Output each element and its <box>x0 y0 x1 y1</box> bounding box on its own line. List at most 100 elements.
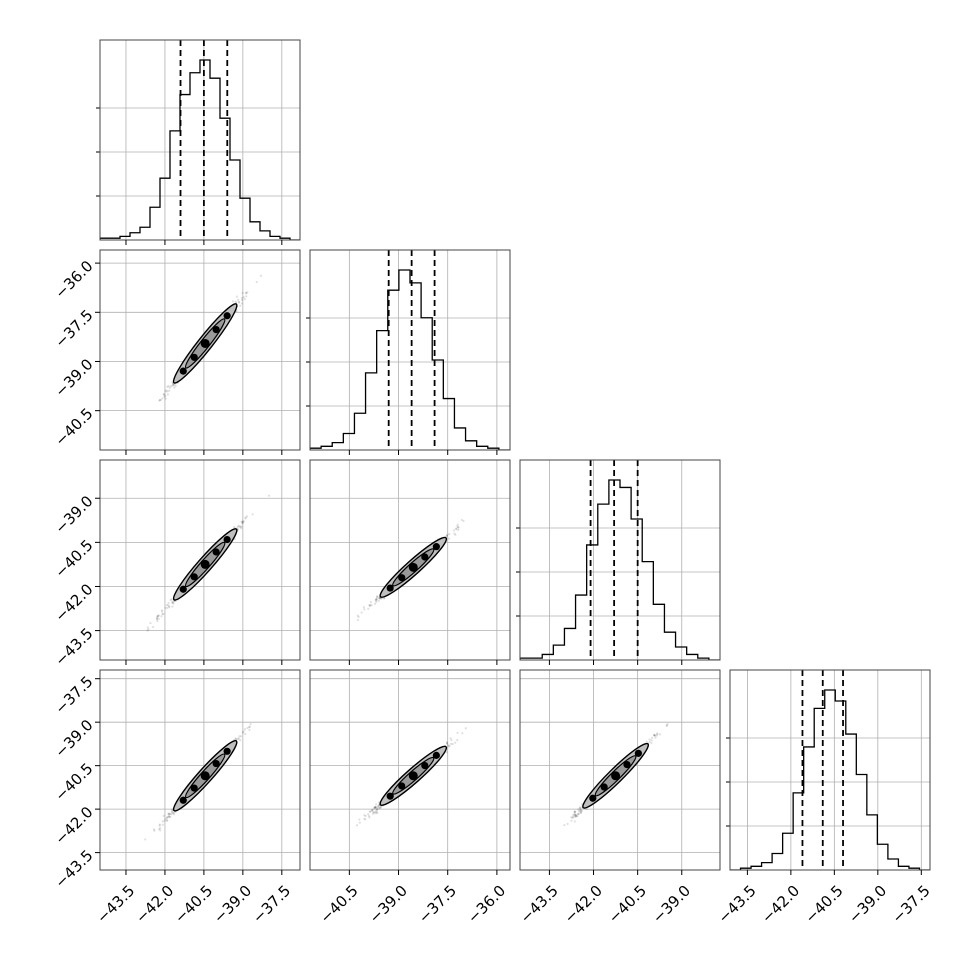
scatter-point-2-0-342 <box>160 609 163 612</box>
scatter-point-3-1-227 <box>464 727 467 730</box>
density-peak-3-0-3 <box>212 759 220 768</box>
scatter-point-1-0-13 <box>161 397 164 400</box>
scatter-point-3-1-147 <box>373 807 376 810</box>
scatter-point-2-0-161 <box>241 522 244 525</box>
scatter-point-3-0-166 <box>158 823 162 826</box>
scatter-point-2-1-184 <box>356 614 359 617</box>
scatter-point-3-1-22 <box>376 811 379 815</box>
y-tick-label-1-3: −36.0 <box>51 257 96 302</box>
scatter-point-2-0-142 <box>172 602 175 605</box>
scatter-point-3-0-372 <box>171 808 174 811</box>
scatter-point-3-2-219 <box>576 815 579 818</box>
scatter-point-3-1-167 <box>368 810 371 813</box>
scatter-point-2-1-348 <box>383 597 386 600</box>
panel-frame-3-2 <box>519 669 721 871</box>
scatter-point-3-0-391 <box>236 737 240 740</box>
scatter-point-2-0-209 <box>239 525 242 528</box>
scatter-point-3-1-41 <box>369 810 372 813</box>
scatter-point-2-0-348 <box>165 603 169 607</box>
scatter-point-3-0-5 <box>169 815 172 818</box>
scatter-point-3-2-146 <box>653 733 656 736</box>
density-peak-3-2-4 <box>634 749 642 757</box>
scatter-point-3-2-221 <box>652 733 656 737</box>
density-peak-2-0-0 <box>179 585 187 593</box>
scatter-point-2-1-170 <box>453 532 456 535</box>
scatter-point-3-1-174 <box>358 821 361 824</box>
scatter-3-1 <box>355 727 467 827</box>
scatter-point-3-1-354 <box>449 737 452 740</box>
x-tick-label-2-1: −42.0 <box>561 882 606 927</box>
scatter-point-2-1-404 <box>376 595 379 598</box>
scatter-point-2-0-391 <box>164 606 167 609</box>
density-peak-2-1-4 <box>432 543 440 551</box>
density-peak-2-0-1 <box>190 573 198 581</box>
scatter-point-3-1-378 <box>374 806 377 809</box>
scatter-point-2-0-300 <box>171 601 174 604</box>
scatter-point-3-1-315 <box>461 732 464 735</box>
panel-frame-2-1 <box>309 459 511 661</box>
scatter-point-1-0-358 <box>174 384 177 387</box>
x-tick-label-3-4: −37.5 <box>888 882 933 927</box>
scatter-point-3-0-271 <box>165 816 169 819</box>
scatter-point-3-2-192 <box>579 810 582 813</box>
scatter-point-3-0-245 <box>237 737 241 740</box>
panel-frame-2-2 <box>519 459 721 661</box>
scatter-point-3-2-194 <box>572 813 575 817</box>
scatter-point-2-1-338 <box>363 608 366 611</box>
scatter-point-3-2-189 <box>580 809 584 812</box>
scatter-point-3-2-3 <box>655 732 659 735</box>
scatter-point-3-2-199 <box>574 815 577 818</box>
scatter-point-2-0-126 <box>151 625 155 629</box>
panel-1-0: −40.5−39.0−37.5−36.0 <box>51 249 301 455</box>
scatter-point-3-2-39 <box>645 740 648 743</box>
scatter-2-1 <box>356 518 465 622</box>
scatter-point-2-0-175 <box>147 628 150 631</box>
scatter-point-1-0-131 <box>168 386 171 389</box>
density-peak-3-2-2 <box>611 771 621 781</box>
scatter-point-3-0-314 <box>168 815 171 819</box>
scatter-point-3-0-171 <box>242 730 245 733</box>
density-peak-1-0-3 <box>212 325 220 334</box>
scatter-point-3-2-308 <box>573 812 576 815</box>
scatter-point-3-0-262 <box>158 824 161 827</box>
scatter-point-2-1-358 <box>456 523 459 526</box>
scatter-point-2-0-132 <box>156 615 159 618</box>
scatter-point-3-2-42 <box>573 810 576 813</box>
panel-0-0 <box>96 39 301 245</box>
scatter-point-3-2-216 <box>572 815 575 819</box>
scatter-point-3-2-155 <box>658 733 662 736</box>
x-tick-label-0-2: −40.5 <box>171 882 216 927</box>
scatter-point-2-0-227 <box>149 621 152 625</box>
scatter-point-2-1-264 <box>356 618 360 622</box>
x-tick-label-2-2: −40.5 <box>605 882 650 927</box>
panel-3-3: −43.5−42.0−40.5−39.0−37.5 <box>715 669 934 927</box>
scatter-point-3-0-394 <box>239 738 242 742</box>
scatter-point-1-0-171 <box>234 300 237 303</box>
density-peak-3-0-2 <box>200 771 210 781</box>
panel-2-0: −43.5−42.0−40.5−39.0 <box>51 459 301 670</box>
scatter-point-2-1-208 <box>460 518 463 522</box>
scatter-point-2-0-53 <box>168 606 171 609</box>
scatter-point-2-0-31 <box>169 598 172 602</box>
scatter-point-2-0-230 <box>146 626 149 629</box>
scatter-point-1-0-328 <box>243 298 246 301</box>
scatter-point-3-2-289 <box>656 733 659 736</box>
scatter-point-2-1-283 <box>445 534 448 537</box>
density-peak-1-0-0 <box>179 367 187 375</box>
scatter-point-3-0-335 <box>248 728 251 732</box>
scatter-point-2-1-44 <box>369 604 372 607</box>
scatter-point-3-2-383 <box>577 812 580 815</box>
scatter-point-1-0-346 <box>164 390 167 393</box>
scatter-point-3-2-284 <box>570 816 573 819</box>
scatter-point-3-0-293 <box>164 817 167 821</box>
scatter-point-3-1-78 <box>363 814 366 817</box>
scatter-point-3-0-378 <box>163 819 166 822</box>
scatter-point-2-1-40 <box>455 528 458 531</box>
scatter-point-1-0-55 <box>245 295 248 298</box>
scatter-point-3-0-162 <box>162 814 165 817</box>
scatter-point-2-1-276 <box>362 606 365 609</box>
scatter-point-3-1-337 <box>378 807 381 810</box>
scatter-point-3-1-308 <box>363 817 366 820</box>
scatter-point-3-1-122 <box>377 805 380 808</box>
